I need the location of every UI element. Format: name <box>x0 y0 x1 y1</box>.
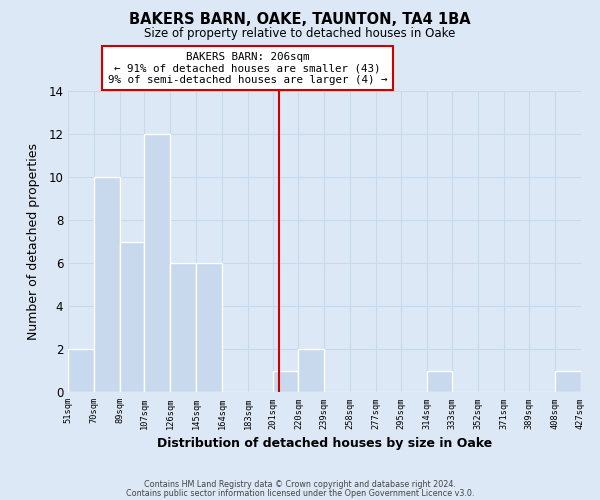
Bar <box>145 134 170 392</box>
Bar <box>120 242 145 392</box>
Bar <box>272 371 298 392</box>
Text: BAKERS BARN, OAKE, TAUNTON, TA4 1BA: BAKERS BARN, OAKE, TAUNTON, TA4 1BA <box>129 12 471 28</box>
Bar <box>94 177 120 392</box>
Bar <box>554 371 581 392</box>
Text: Contains HM Land Registry data © Crown copyright and database right 2024.: Contains HM Land Registry data © Crown c… <box>144 480 456 489</box>
Bar <box>427 371 452 392</box>
Bar <box>196 263 222 392</box>
Text: BAKERS BARN: 206sqm
← 91% of detached houses are smaller (43)
9% of semi-detache: BAKERS BARN: 206sqm ← 91% of detached ho… <box>108 52 387 85</box>
Text: Contains public sector information licensed under the Open Government Licence v3: Contains public sector information licen… <box>126 488 474 498</box>
X-axis label: Distribution of detached houses by size in Oake: Distribution of detached houses by size … <box>157 437 492 450</box>
Y-axis label: Number of detached properties: Number of detached properties <box>27 143 40 340</box>
Bar <box>298 349 325 393</box>
Bar <box>170 263 196 392</box>
Bar <box>68 349 94 393</box>
Text: Size of property relative to detached houses in Oake: Size of property relative to detached ho… <box>145 28 455 40</box>
